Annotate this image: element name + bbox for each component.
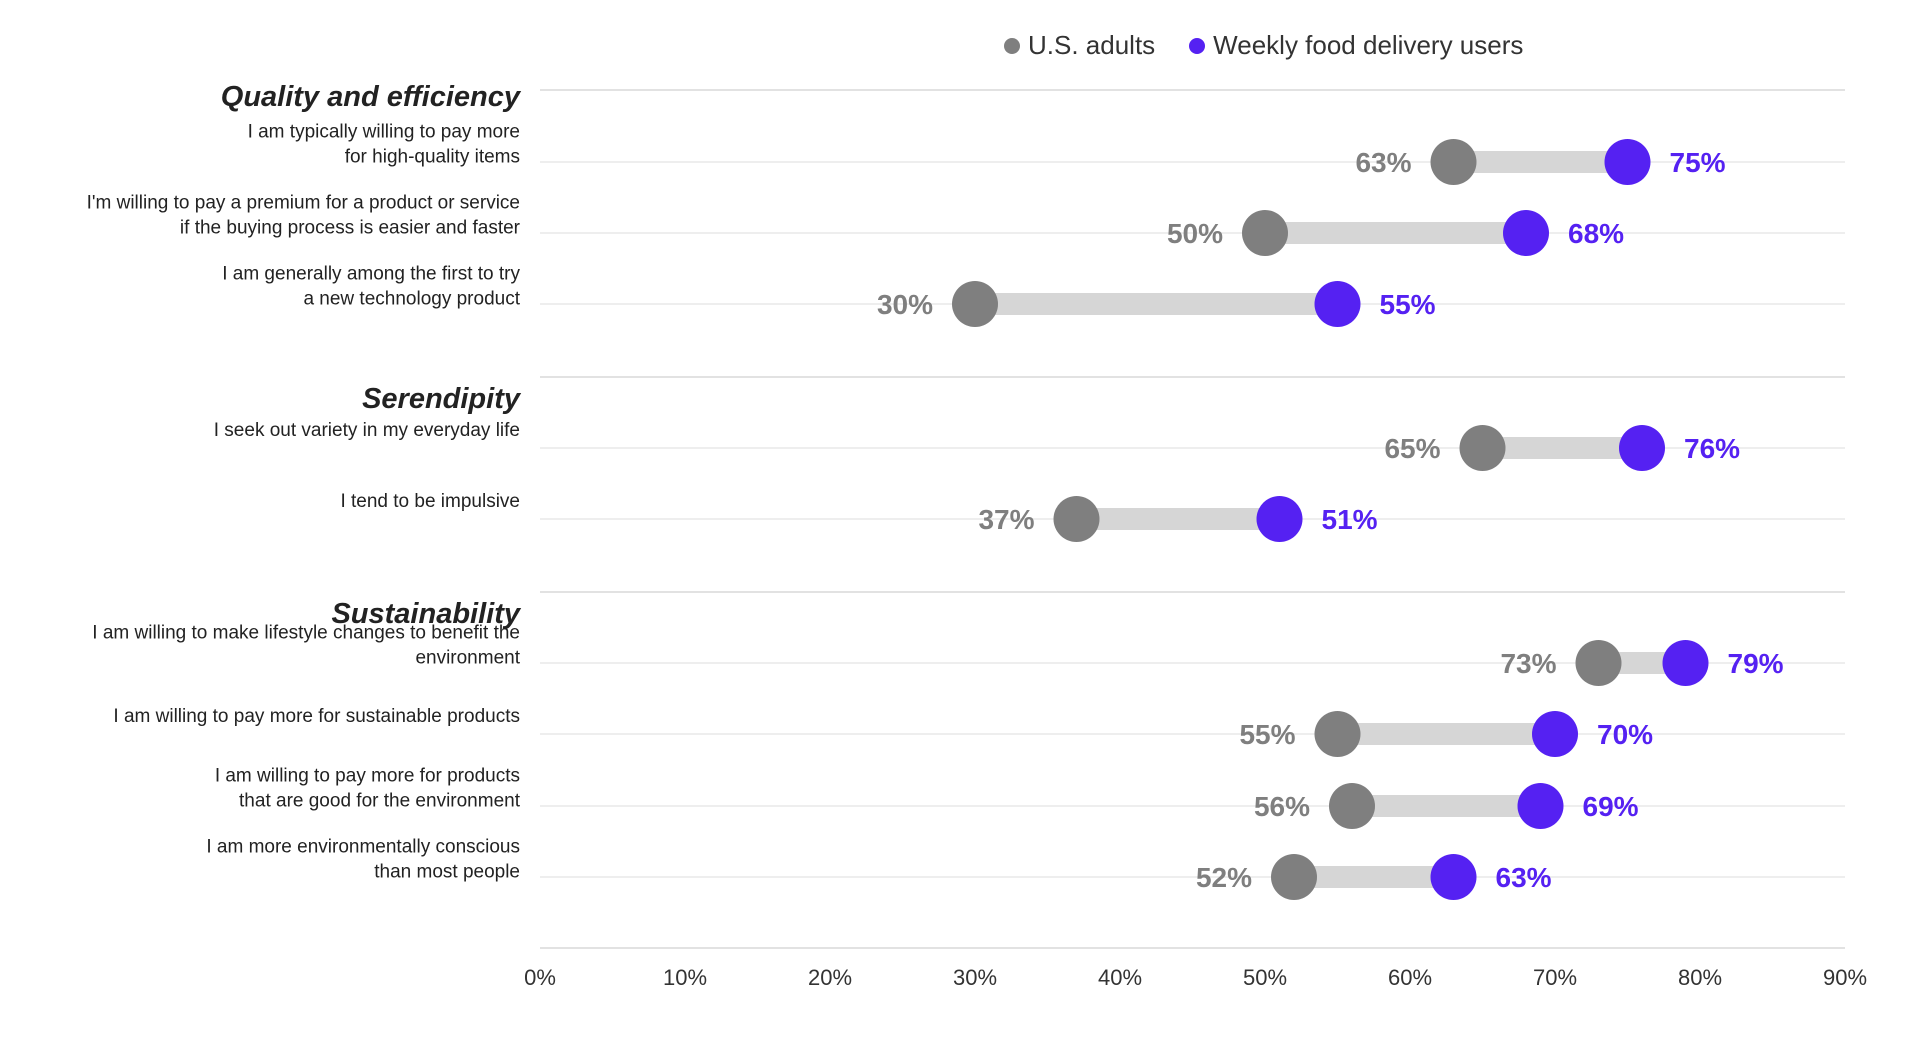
x-tick-label: 40%: [1098, 965, 1142, 990]
weekly-users-point: [1517, 783, 1564, 829]
x-tick-label: 80%: [1678, 965, 1722, 990]
row-label: I am generally among the first to try: [222, 264, 520, 285]
row-label: I am typically willing to pay more: [248, 122, 520, 143]
row-label: for high-quality items: [345, 147, 520, 168]
us-adults-value-label: 55%: [1239, 719, 1295, 750]
legend-item-us-adults: U.S. adults: [1004, 30, 1155, 61]
weekly-users-point: [1619, 425, 1665, 471]
legend-marker-us-adults-icon: [1004, 37, 1020, 54]
us-adults-point: [952, 281, 998, 327]
weekly-users-point: [1604, 139, 1651, 185]
us-adults-value-label: 63%: [1355, 147, 1411, 178]
weekly-users-value-label: 70%: [1597, 719, 1653, 750]
x-tick-label: 70%: [1533, 965, 1577, 990]
us-adults-value-label: 52%: [1196, 862, 1252, 893]
weekly-users-value-label: 79%: [1728, 648, 1784, 679]
us-adults-point: [1053, 496, 1100, 542]
weekly-users-value-label: 75%: [1670, 147, 1726, 178]
us-adults-point: [1314, 711, 1361, 757]
row-label: if the buying process is easier and fast…: [180, 218, 521, 239]
weekly-users-value-label: 51%: [1322, 504, 1378, 535]
group-title: Quality and efficiency: [221, 81, 522, 113]
us-adults-point: [1575, 640, 1622, 686]
row-label: I am willing to pay more for sustainable…: [113, 706, 520, 727]
x-tick-label: 30%: [953, 965, 997, 990]
row-label: I seek out variety in my everyday life: [214, 420, 520, 441]
x-tick-label: 20%: [808, 965, 852, 990]
us-adults-value-label: 73%: [1500, 648, 1556, 679]
weekly-users-value-label: 76%: [1684, 433, 1740, 464]
us-adults-point: [1430, 139, 1477, 185]
row-label: I'm willing to pay a premium for a produ…: [87, 193, 520, 214]
row-label: than most people: [374, 862, 520, 883]
group-title: Serendipity: [362, 383, 522, 415]
row-label: a new technology product: [303, 289, 520, 310]
us-adults-value-label: 50%: [1167, 218, 1223, 249]
row-label: I am more environmentally conscious: [206, 837, 520, 858]
x-tick-label: 60%: [1388, 965, 1432, 990]
weekly-users-point: [1314, 281, 1361, 327]
us-adults-value-label: 65%: [1384, 433, 1440, 464]
weekly-users-value-label: 68%: [1568, 218, 1624, 249]
row-label: that are good for the environment: [239, 791, 521, 812]
us-adults-point: [1242, 210, 1288, 256]
us-adults-value-label: 37%: [978, 504, 1034, 535]
us-adults-point: [1329, 783, 1375, 829]
weekly-users-value-label: 55%: [1380, 289, 1436, 320]
x-tick-label: 90%: [1823, 965, 1867, 990]
row-label: I am willing to make lifestyle changes t…: [92, 623, 520, 644]
us-adults-point: [1459, 425, 1506, 471]
us-adults-point: [1271, 854, 1317, 900]
us-adults-value-label: 56%: [1254, 791, 1310, 822]
legend-label-us-adults: U.S. adults: [1028, 30, 1156, 60]
weekly-users-point: [1430, 854, 1477, 900]
legend-item-weekly-users: Weekly food delivery users: [1189, 30, 1523, 61]
weekly-users-point: [1503, 210, 1549, 256]
group-title: Sustainability: [331, 598, 521, 630]
weekly-users-point: [1662, 640, 1709, 686]
weekly-users-point: [1256, 496, 1303, 542]
row-label: I tend to be impulsive: [340, 491, 520, 512]
row-label: I am willing to pay more for products: [215, 766, 520, 787]
x-tick-label: 10%: [663, 965, 707, 990]
legend-marker-weekly-users-icon: [1189, 37, 1206, 54]
legend-label-weekly-users: Weekly food delivery users: [1213, 30, 1524, 60]
weekly-users-value-label: 69%: [1583, 791, 1639, 822]
x-tick-label: 50%: [1243, 965, 1287, 990]
weekly-users-point: [1532, 711, 1578, 757]
us-adults-value-label: 30%: [877, 289, 933, 320]
row-label: environment: [415, 648, 520, 669]
weekly-users-value-label: 63%: [1496, 862, 1552, 893]
legend: U.S. adults Weekly food delivery users: [1004, 30, 1523, 61]
x-tick-label: 0%: [524, 965, 556, 990]
